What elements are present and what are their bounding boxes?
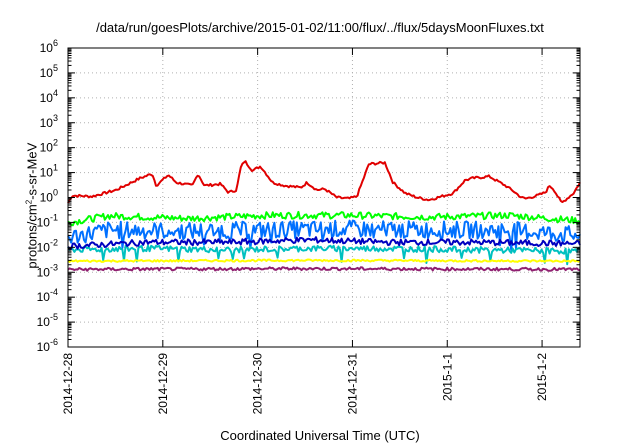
y-tick-label: 10-1 <box>37 212 58 229</box>
y-tick-label: 102 <box>40 138 58 155</box>
x-tick-label: 2014-12-28 <box>61 353 75 415</box>
series-line <box>67 160 581 204</box>
x-axis-label: Coordinated Universal Time (UTC) <box>220 428 420 443</box>
series-line <box>67 244 581 266</box>
series-line <box>67 258 581 263</box>
y-tick-labels: 106 105 104 103 102 101 100 10-1 10-2 10-3 10-4 10-… <box>37 38 58 354</box>
x-tick-labels: 2014-12-28 2014-12-29 2014-12-30 2014-12-31… <box>61 353 549 415</box>
y-tick-label: 105 <box>40 63 58 80</box>
y-axis-label: protons/cm2-s-sr-MeV <box>24 142 40 269</box>
x-tick-label: 2014-12-29 <box>156 353 170 415</box>
y-tick-label: 101 <box>40 163 58 180</box>
axis-ticks <box>67 47 580 348</box>
y-tick-label: 103 <box>40 113 58 130</box>
chart-title: /data/run/goesPlots/archive/2015-01-02/1… <box>96 20 544 35</box>
series-line <box>67 236 581 250</box>
x-tick-label: 2014-12-31 <box>345 353 359 415</box>
y-tick-label: 10-2 <box>37 237 58 254</box>
x-tick-label: 2015-1-1 <box>440 353 454 401</box>
y-tick-label: 10-3 <box>37 262 58 279</box>
x-tick-label: 2014-12-30 <box>251 353 265 415</box>
y-tick-label: 104 <box>40 88 58 105</box>
series-line <box>67 266 581 272</box>
y-tick-label: 10-6 <box>37 337 58 354</box>
y-tick-label: 100 <box>40 188 58 205</box>
series-line <box>67 219 581 251</box>
series-line <box>67 210 581 227</box>
y-tick-label: 10-4 <box>37 287 58 304</box>
y-tick-label: 10-5 <box>37 312 58 329</box>
series-layer <box>67 160 581 272</box>
x-tick-label: 2015-1-2 <box>535 353 549 401</box>
grid-lines <box>68 48 580 347</box>
y-tick-label: 106 <box>40 38 58 55</box>
